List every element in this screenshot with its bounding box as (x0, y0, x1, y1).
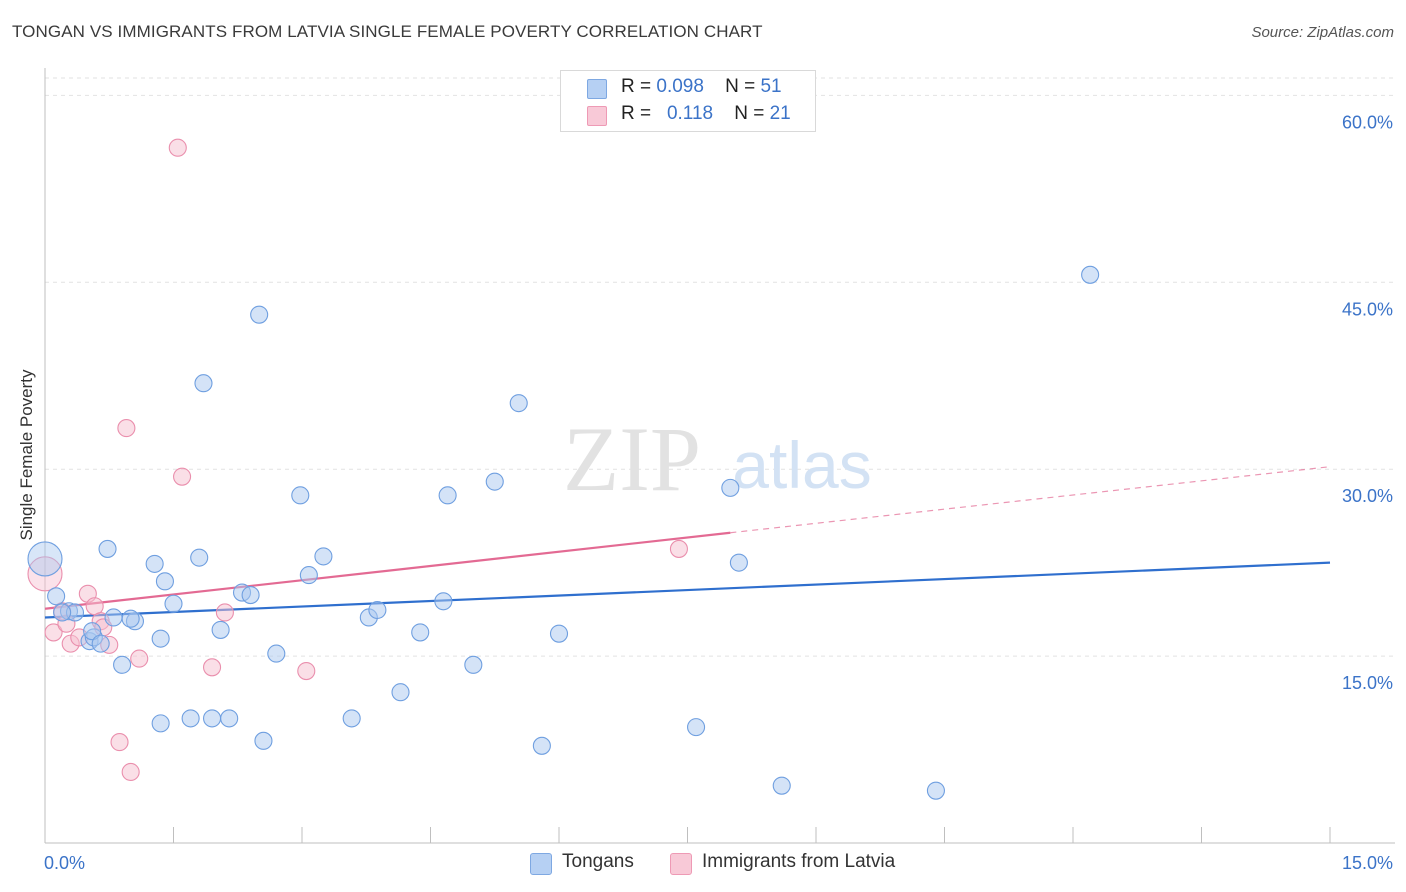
legend-n-label: N = (734, 103, 765, 124)
tongans-point (254, 731, 273, 750)
tongans-point (291, 486, 310, 505)
tongans-point (729, 553, 748, 572)
y-tick-label: 15.0% (1342, 673, 1393, 693)
legend-r-label: R = (621, 103, 652, 124)
chart-title: TONGAN VS IMMIGRANTS FROM LATVIA SINGLE … (12, 22, 763, 41)
legend-r-label: R = (621, 76, 652, 97)
tongans-point (411, 623, 430, 642)
tongans-point (190, 548, 209, 567)
tongans-trend-line (44, 561, 1331, 619)
tongans-point (194, 374, 213, 393)
latvia-point (117, 419, 136, 438)
latvia-trend-line (44, 531, 731, 610)
legend-swatch-blue (587, 79, 607, 99)
tongans-point (391, 683, 410, 702)
latvia-point (44, 623, 63, 642)
latvia-point (110, 733, 129, 752)
latvia-point (173, 467, 192, 486)
tongans-point (721, 478, 740, 497)
tongans-point (368, 600, 387, 620)
tongans-point (532, 736, 551, 755)
watermark: ZIP atlas (563, 408, 872, 510)
tongans-point (687, 718, 706, 737)
tongans-point (299, 566, 318, 585)
tongans-point (164, 594, 183, 613)
tongans-point (267, 644, 286, 663)
tongans-point (47, 587, 66, 606)
tongans-point (438, 486, 457, 505)
x-tick-label: 15.0% (1342, 853, 1393, 873)
tongans-point (113, 655, 132, 674)
tongans-point (83, 622, 102, 641)
bottom-legend-swatch-pink (670, 853, 692, 875)
legend-n-label: N = (725, 76, 756, 97)
tongans-point (342, 709, 361, 728)
legend-swatch-pink (587, 106, 607, 126)
tongans-point (181, 709, 200, 728)
tongans-point (53, 603, 72, 622)
latvia-point (27, 556, 63, 592)
watermark-zip: ZIP (563, 408, 701, 510)
tongans-point (250, 305, 269, 324)
source-label: Source: ZipAtlas.com (1251, 24, 1394, 41)
tongans-point (1081, 265, 1100, 284)
latvia-point (669, 539, 688, 558)
legend-r-value: 0.118 (666, 103, 714, 124)
tongans-point (155, 572, 174, 591)
tongans-point (314, 547, 333, 566)
tongans-point (549, 624, 569, 643)
latvia-point (215, 603, 234, 622)
tongans-point (91, 634, 110, 653)
latvia-point (121, 762, 140, 782)
y-axis-label: Single Female Poverty (17, 369, 36, 541)
tongans-point (926, 781, 945, 800)
tongans-point (485, 472, 504, 491)
trend-lines (44, 466, 1331, 619)
watermark-atlas: atlas (732, 428, 871, 502)
tongans-point (211, 620, 230, 639)
latvia-point (297, 661, 316, 681)
tongans-point (27, 541, 63, 577)
tongans-point (509, 394, 528, 413)
y-tick-label: 30.0% (1342, 486, 1393, 506)
tongans-point (151, 629, 170, 648)
latvia-trend-extension (730, 466, 1331, 534)
tongans-point (145, 554, 164, 573)
latvia-point (168, 138, 187, 157)
latvia-point (130, 649, 149, 668)
legend-n-value: 21 (769, 103, 791, 124)
y-tick-label: 60.0% (1342, 112, 1393, 132)
tongans-point (434, 592, 453, 611)
bottom-legend-swatch-blue (530, 853, 552, 875)
tongans-point (151, 714, 170, 733)
tongans-point (772, 776, 791, 795)
tongans-point (104, 608, 123, 627)
legend-n-value: 51 (760, 76, 782, 97)
legend-r-value: 0.098 (656, 76, 704, 97)
bottom-legend-label: Immigrants from Latvia (702, 851, 896, 872)
legend: R = 0.098 N = 51 R = 0.118 N = 21 (560, 70, 816, 132)
x-tick-label: 0.0% (44, 853, 85, 873)
tongans-point (203, 709, 222, 728)
tongans-point (98, 539, 117, 558)
latvia-point (203, 658, 222, 677)
axes (44, 68, 1395, 844)
bottom-legend-label: Tongans (562, 851, 634, 872)
data-points (27, 138, 1100, 800)
y-tick-label: 45.0% (1342, 299, 1393, 319)
tongans-point (241, 585, 260, 605)
tongans-point (220, 709, 239, 728)
tick-labels: 15.0% 30.0% 45.0% 60.0% 0.0% 15.0% (44, 112, 1393, 873)
tongans-point (121, 609, 140, 628)
tongans-point (464, 655, 483, 674)
